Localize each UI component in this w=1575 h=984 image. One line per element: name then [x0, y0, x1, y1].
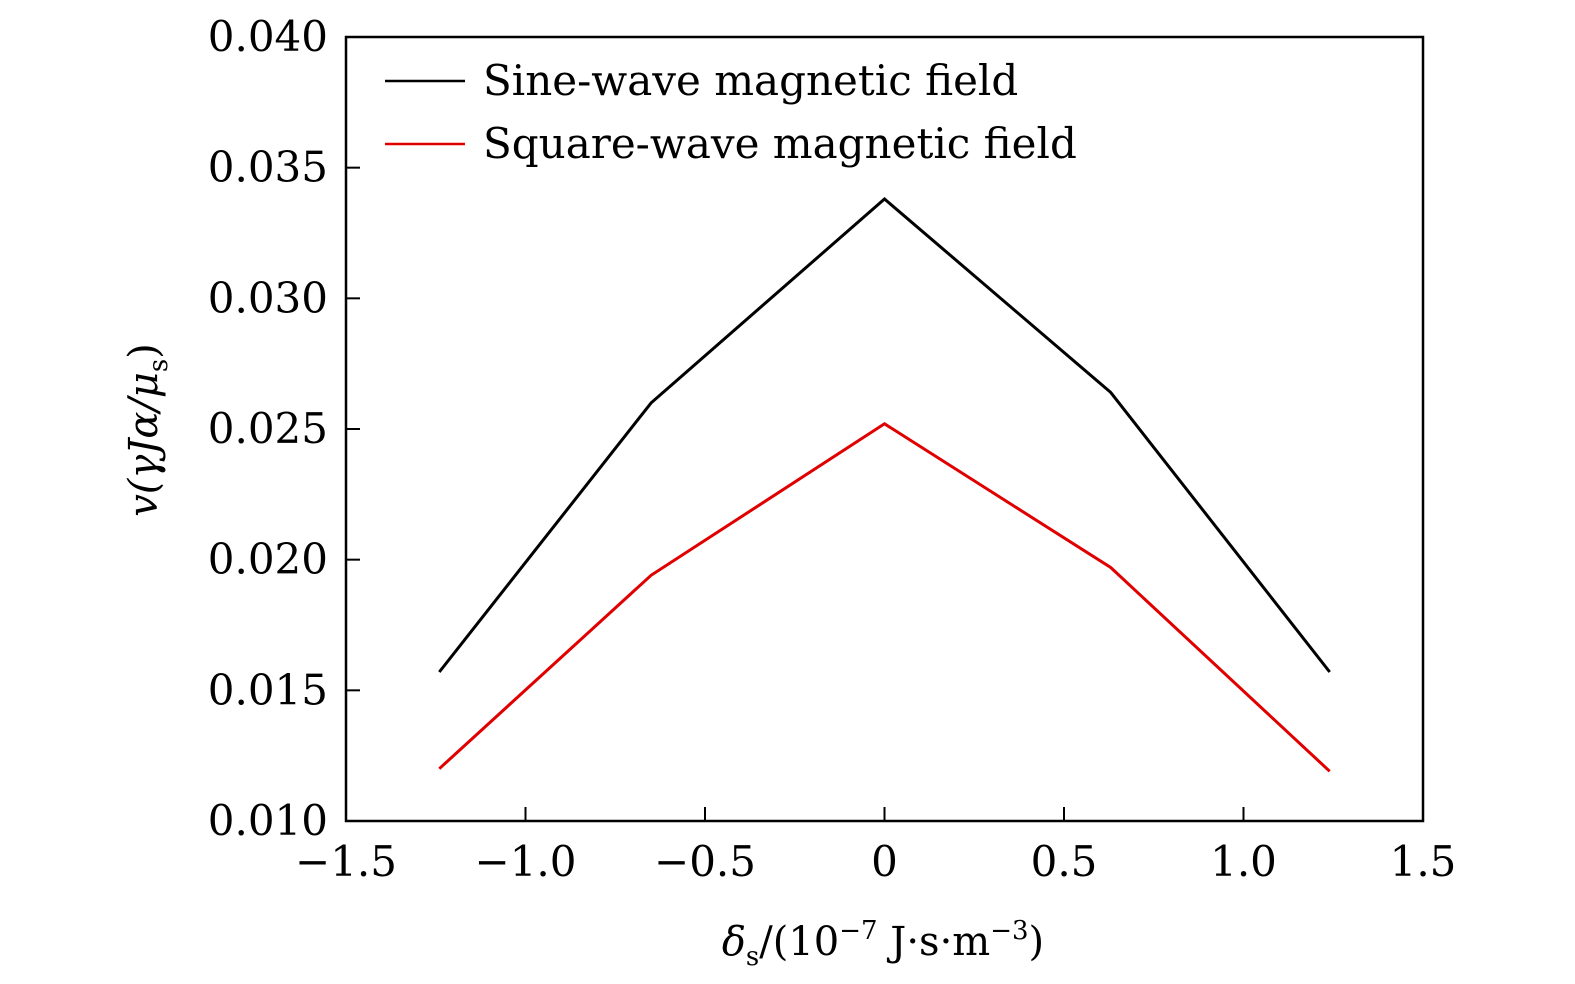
- x-axis-label-sub: s: [746, 942, 759, 972]
- y-tick-label: 0.025: [208, 404, 328, 453]
- y-tick-label: 0.035: [208, 143, 328, 192]
- x-tick-label: 1.0: [1210, 837, 1277, 886]
- x-tick-label: −1.5: [295, 837, 397, 886]
- y-axis-label-main: v(γJα/μ: [121, 372, 167, 517]
- x-axis-label: δs/(10−7 J·s·m−3): [722, 916, 1044, 972]
- x-tick-label: 0: [871, 837, 898, 886]
- x-axis-label-main: δ: [722, 919, 746, 965]
- x-axis-ticks: −1.5 −1.0 −0.5 0 0.5 1.0 1.5: [295, 807, 1456, 886]
- x-axis-label-sup2: −3: [990, 916, 1028, 946]
- legend-label-square: Square-wave magnetic field: [483, 119, 1077, 168]
- y-axis-label-end: ): [121, 343, 167, 359]
- x-tick-label: 1.5: [1390, 837, 1457, 886]
- y-tick-label: 0.030: [208, 273, 328, 322]
- y-tick-label: 0.040: [208, 12, 328, 61]
- x-tick-label: 0.5: [1031, 837, 1098, 886]
- series-lines: [438, 197, 1331, 773]
- y-axis-label-sub: s: [144, 359, 174, 372]
- y-axis-ticks: 0.010 0.015 0.020 0.025 0.030 0.035 0.040: [208, 12, 360, 845]
- series-line-sine: [438, 197, 1331, 673]
- series-line-square: [438, 422, 1331, 773]
- x-axis-label-unit: J·s·m: [878, 919, 991, 965]
- x-tick-label: −1.0: [475, 837, 577, 886]
- y-tick-label: 0.015: [208, 665, 328, 714]
- y-tick-label: 0.020: [208, 535, 328, 584]
- x-axis-label-middle: /(10: [759, 919, 839, 965]
- x-tick-label: −0.5: [654, 837, 756, 886]
- x-axis-label-end: ): [1029, 919, 1045, 965]
- x-axis-label-sup1: −7: [839, 916, 877, 946]
- y-axis-label: v(γJα/μs): [121, 343, 174, 517]
- legend-label-sine: Sine-wave magnetic field: [483, 56, 1018, 105]
- legend: Sine-wave magnetic field Square-wave mag…: [385, 56, 1077, 168]
- y-tick-label: 0.010: [208, 796, 328, 845]
